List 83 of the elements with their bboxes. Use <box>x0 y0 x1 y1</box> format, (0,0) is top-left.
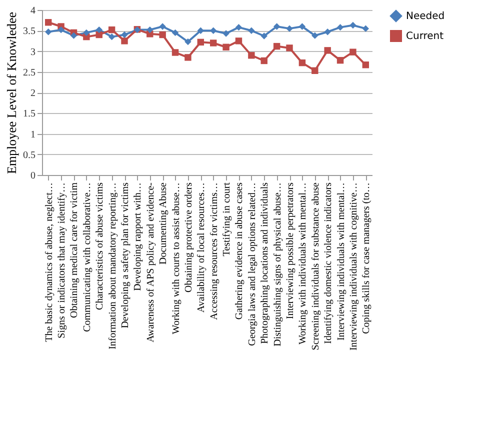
x-tick-label: Interviewing individuals with mental… <box>336 182 347 341</box>
x-tick-label: Screening individuals for substance abuse <box>310 182 322 350</box>
point <box>121 38 128 44</box>
point <box>298 59 306 66</box>
y-tick-label: 3.5 <box>23 26 36 38</box>
x-tick-label: Coping skills for case managers (to… <box>361 182 372 334</box>
point <box>96 26 102 34</box>
point <box>210 40 217 46</box>
point <box>222 44 230 50</box>
x-tick-label: Obtaining protective orders <box>183 182 194 292</box>
point <box>44 19 52 26</box>
x-tick-label: Interviewing possible perpetrators <box>285 182 296 320</box>
point <box>210 27 217 34</box>
point <box>273 42 280 50</box>
point <box>235 38 242 44</box>
point <box>286 25 293 32</box>
point <box>184 38 192 46</box>
point <box>44 28 52 36</box>
x-tick-label: Communicating with collaborative… <box>82 182 93 332</box>
point <box>197 38 204 46</box>
point <box>108 26 116 34</box>
x-tick-label: Obtaining medical care for victim <box>69 182 80 318</box>
point <box>336 56 344 64</box>
point <box>273 23 280 30</box>
x-tick-label: Interviewing individuals with cognitive… <box>348 182 360 351</box>
point <box>58 26 64 34</box>
y-tick-label: 4 <box>30 6 36 16</box>
point <box>362 25 370 32</box>
point <box>146 26 154 34</box>
point <box>248 27 255 34</box>
x-tick-label: Georgia laws and legal options related… <box>246 182 258 346</box>
y-tick-label: 2.5 <box>23 67 36 78</box>
point <box>83 29 90 36</box>
x-tick-label: Working with courts to assist abuse… <box>170 182 182 334</box>
y-tick-label: 0.5 <box>23 150 36 161</box>
y-tick-label: 3 <box>30 46 36 58</box>
point <box>159 31 166 38</box>
point <box>312 32 318 39</box>
x-tick-label: Identifying domestic violence indicators <box>323 182 334 344</box>
point <box>362 62 370 68</box>
point <box>350 22 356 29</box>
point <box>260 32 268 40</box>
point <box>312 67 318 74</box>
x-tick-label: Documenting Abuse <box>158 182 170 264</box>
x-tick-label: The basic dynamics of abuse, neglect… <box>44 182 55 342</box>
point <box>260 57 268 64</box>
point <box>222 30 230 37</box>
legend-label: Needed <box>406 11 445 22</box>
x-tick-label: Characteristics of abuse victims <box>94 182 106 310</box>
point <box>159 23 166 30</box>
point <box>336 24 344 31</box>
x-tick-label: Information about mandatory reporting… <box>107 182 118 350</box>
y-tick-label: 1 <box>30 129 36 140</box>
y-axis-title: Employee Level of Knowledee <box>4 12 19 174</box>
y-tick-label: 1.5 <box>23 108 36 120</box>
x-tick-label: Developing rapport with… <box>132 182 144 291</box>
point <box>324 28 331 36</box>
x-tick-label: Signs or indicators that may identify… <box>56 182 68 338</box>
point <box>248 52 255 59</box>
point <box>172 29 179 36</box>
point <box>197 27 204 34</box>
point <box>286 44 293 52</box>
point <box>121 31 128 38</box>
x-tick-label: Working with individuals with mental… <box>298 182 309 344</box>
x-tick-label: Awareness of APS policy and evidence- <box>145 182 156 342</box>
point <box>350 48 356 56</box>
point <box>324 47 331 54</box>
x-tick-label: Availability of local resources… <box>196 182 208 313</box>
legend-label: Current <box>406 31 444 42</box>
x-tick-label: Developing a safety plan for victims <box>120 182 131 328</box>
point <box>235 24 242 31</box>
point <box>184 54 192 61</box>
x-tick-label: Gathering evidence in abuse cases <box>234 182 246 320</box>
x-tick-label: Testifying in court <box>222 182 233 256</box>
point <box>298 23 306 30</box>
point <box>108 33 116 40</box>
y-tick-label: 0 <box>30 170 36 182</box>
x-tick-label: Distinguishing signs of physical abuse… <box>272 182 284 346</box>
point <box>70 32 78 39</box>
y-tick-label: 2 <box>30 88 36 99</box>
point <box>172 49 179 56</box>
x-tick-label: Accessing resources for victims… <box>208 182 220 320</box>
x-tick-label: Photographing locations and individuals <box>260 182 271 344</box>
